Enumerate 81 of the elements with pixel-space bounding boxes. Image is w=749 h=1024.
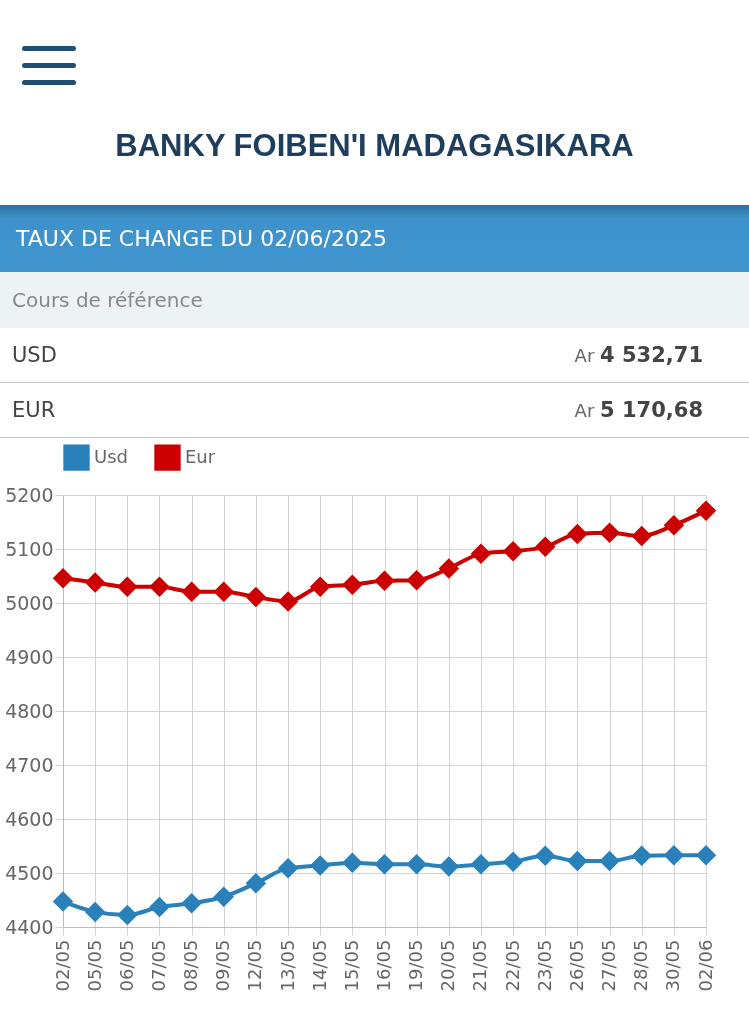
- y-tick-label: 4800: [5, 699, 54, 722]
- point: [181, 892, 202, 914]
- x-tick-label: 27/05: [598, 939, 620, 992]
- x-tick-label: 07/05: [147, 939, 169, 992]
- y-tick-label: 5200: [5, 483, 54, 506]
- y-tick-label: 5100: [5, 537, 54, 560]
- x-tick-label: 19/05: [405, 939, 427, 992]
- point: [245, 873, 267, 894]
- x-tick-label: 30/05: [662, 939, 684, 992]
- point: [149, 896, 170, 918]
- point: [84, 901, 106, 923]
- x-tick-label: 22/05: [501, 939, 523, 992]
- point: [470, 543, 492, 565]
- text: Ar 5 170,68: [574, 398, 703, 422]
- x-tick-label: 15/05: [340, 939, 362, 992]
- y-tick-label: 4600: [5, 807, 54, 830]
- point: [245, 586, 267, 608]
- x-tick-label: 08/05: [180, 939, 202, 992]
- y-tick-label: 4700: [5, 753, 54, 776]
- x-tick-label: 02/05: [51, 939, 73, 992]
- point: [213, 886, 234, 908]
- point: [117, 904, 138, 926]
- x-tick-label: 05/05: [83, 939, 105, 992]
- y-tick-label: 5000: [5, 591, 54, 614]
- point: [374, 570, 395, 592]
- point: [117, 576, 138, 598]
- point: [695, 844, 717, 866]
- x-tick-label: 23/05: [533, 939, 555, 992]
- x-tick-label: 12/05: [244, 939, 266, 992]
- chart-title: TAUX DE CHANGE DU 02/06/2025: [0, 205, 749, 272]
- point: [567, 850, 588, 872]
- point: [149, 576, 170, 598]
- x-tick-label: 02/06: [694, 939, 716, 992]
- x-tick-label: 13/05: [276, 939, 298, 992]
- point: [277, 857, 299, 879]
- x-tick-label: 06/05: [115, 939, 137, 992]
- point: [599, 850, 620, 872]
- x-tick-label: 16/05: [373, 939, 394, 992]
- x-tick-label: 14/05: [308, 939, 330, 992]
- point: [631, 525, 652, 547]
- point: [663, 844, 685, 866]
- legend-label: Usd: [94, 445, 128, 467]
- point: [438, 558, 460, 579]
- point: [535, 536, 556, 558]
- text: EUR: [12, 397, 56, 424]
- point: [631, 845, 652, 866]
- point: [535, 845, 556, 866]
- point: [342, 852, 363, 873]
- chart-subtitle: Cours de référence: [0, 272, 749, 328]
- text: Ar 4 532,71: [574, 343, 703, 367]
- point: [695, 500, 717, 521]
- x-tick-label: 28/05: [630, 939, 652, 992]
- point: [52, 891, 74, 912]
- x-tick-label: 20/05: [437, 939, 459, 992]
- point: [502, 851, 524, 872]
- text: USD: [12, 342, 57, 369]
- point: [52, 567, 74, 589]
- point: [181, 581, 202, 602]
- point: [567, 523, 588, 545]
- point: [438, 856, 460, 877]
- point: [213, 581, 234, 602]
- text: BANKY FOIBEN'I MADAGASIKARA: [114, 128, 635, 164]
- point: [277, 591, 299, 612]
- y-tick-label: 4400: [5, 915, 54, 938]
- x-tick-label: 21/05: [469, 939, 491, 992]
- x-tick-label: 09/05: [212, 939, 234, 992]
- y-tick-label: 4900: [5, 645, 54, 668]
- point: [406, 570, 427, 591]
- legend-label: Eur: [185, 445, 216, 467]
- point: [342, 574, 363, 595]
- point: [663, 514, 685, 536]
- point: [502, 540, 524, 562]
- point: [309, 576, 331, 598]
- point: [309, 855, 331, 876]
- point: [470, 854, 492, 875]
- point: [599, 522, 620, 544]
- y-tick-label: 4500: [5, 861, 54, 884]
- point: [406, 854, 427, 875]
- x-tick-label: 26/05: [565, 939, 587, 992]
- point: [374, 854, 395, 875]
- point: [84, 572, 106, 593]
